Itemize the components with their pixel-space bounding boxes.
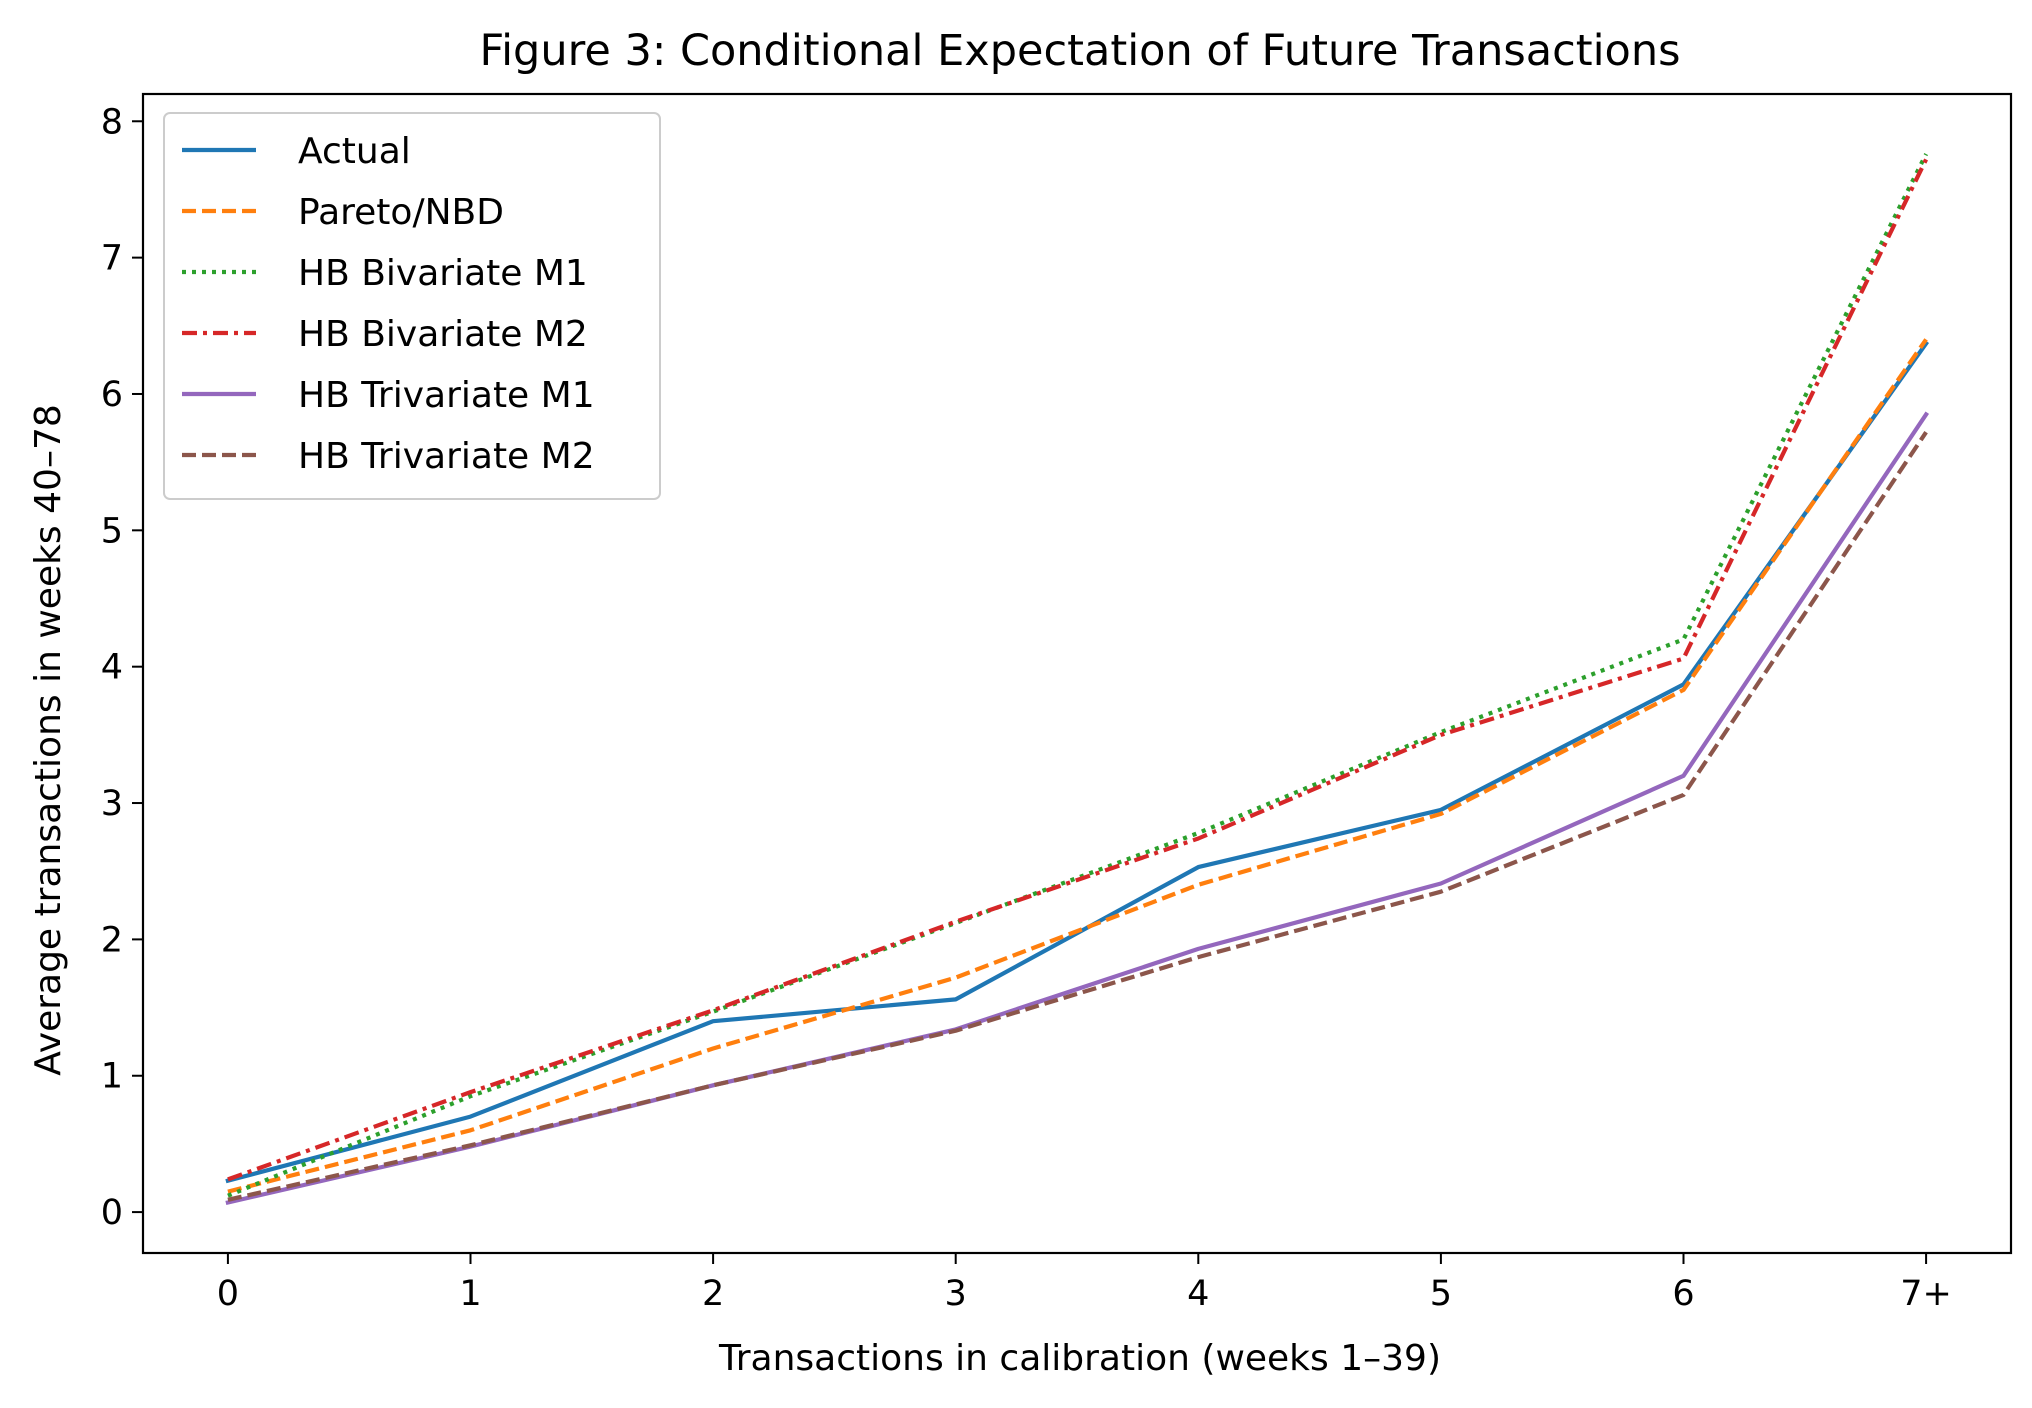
y-tick-label: 3 — [101, 784, 123, 824]
x-tick-label: 7+ — [1900, 1274, 1952, 1314]
legend-label-hb-trivariate-m2: HB Trivariate M2 — [298, 436, 595, 477]
y-tick-label: 0 — [101, 1193, 123, 1233]
x-tick-label: 6 — [1672, 1274, 1694, 1314]
x-tick-label: 4 — [1187, 1274, 1209, 1314]
chart-title: Figure 3: Conditional Expectation of Fut… — [480, 26, 1681, 76]
y-tick-label: 4 — [101, 648, 123, 688]
legend-label-pareto-nbd: Pareto/NBD — [298, 192, 504, 233]
legend: Actual Pareto/NBD HB Bivariate M1 HB Bivari… — [163, 112, 661, 500]
plot-area: 0 1 2 3 4 5 6 7+ 0 1 2 3 4 5 6 7 8 — [101, 92, 2013, 1314]
x-tick-label: 5 — [1430, 1274, 1452, 1314]
y-tick-label: 1 — [101, 1057, 123, 1097]
axes-frame — [141, 92, 2013, 1255]
x-tick-label: 0 — [217, 1274, 239, 1314]
legend-label-hb-bivariate-m1: HB Bivariate M1 — [298, 253, 588, 294]
y-tick-label: 6 — [101, 375, 123, 415]
y-tick-label: 5 — [101, 511, 123, 551]
series-line-hb-trivariate-m2 — [227, 431, 1928, 1202]
y-tick-label: 8 — [101, 102, 123, 142]
legend-label-hb-trivariate-m1: HB Trivariate M1 — [298, 375, 595, 416]
y-axis-label: Average transactions in weeks 40–78 — [28, 404, 69, 1076]
series-line-hb-bivariate-m2 — [227, 158, 1928, 1182]
legend-label-actual: Actual — [298, 131, 411, 172]
x-tick-label: 1 — [459, 1274, 481, 1314]
y-tick-label: 2 — [101, 920, 123, 960]
legend-label-hb-bivariate-m2: HB Bivariate M2 — [298, 314, 588, 355]
x-tick-label: 2 — [702, 1274, 724, 1314]
series-line-pareto-nbd — [227, 338, 1928, 1194]
y-tick-label: 7 — [101, 239, 123, 279]
x-axis-label: Transactions in calibration (weeks 1–39) — [718, 1338, 1441, 1379]
legend-box — [163, 112, 661, 500]
x-tick-label: 3 — [945, 1274, 967, 1314]
